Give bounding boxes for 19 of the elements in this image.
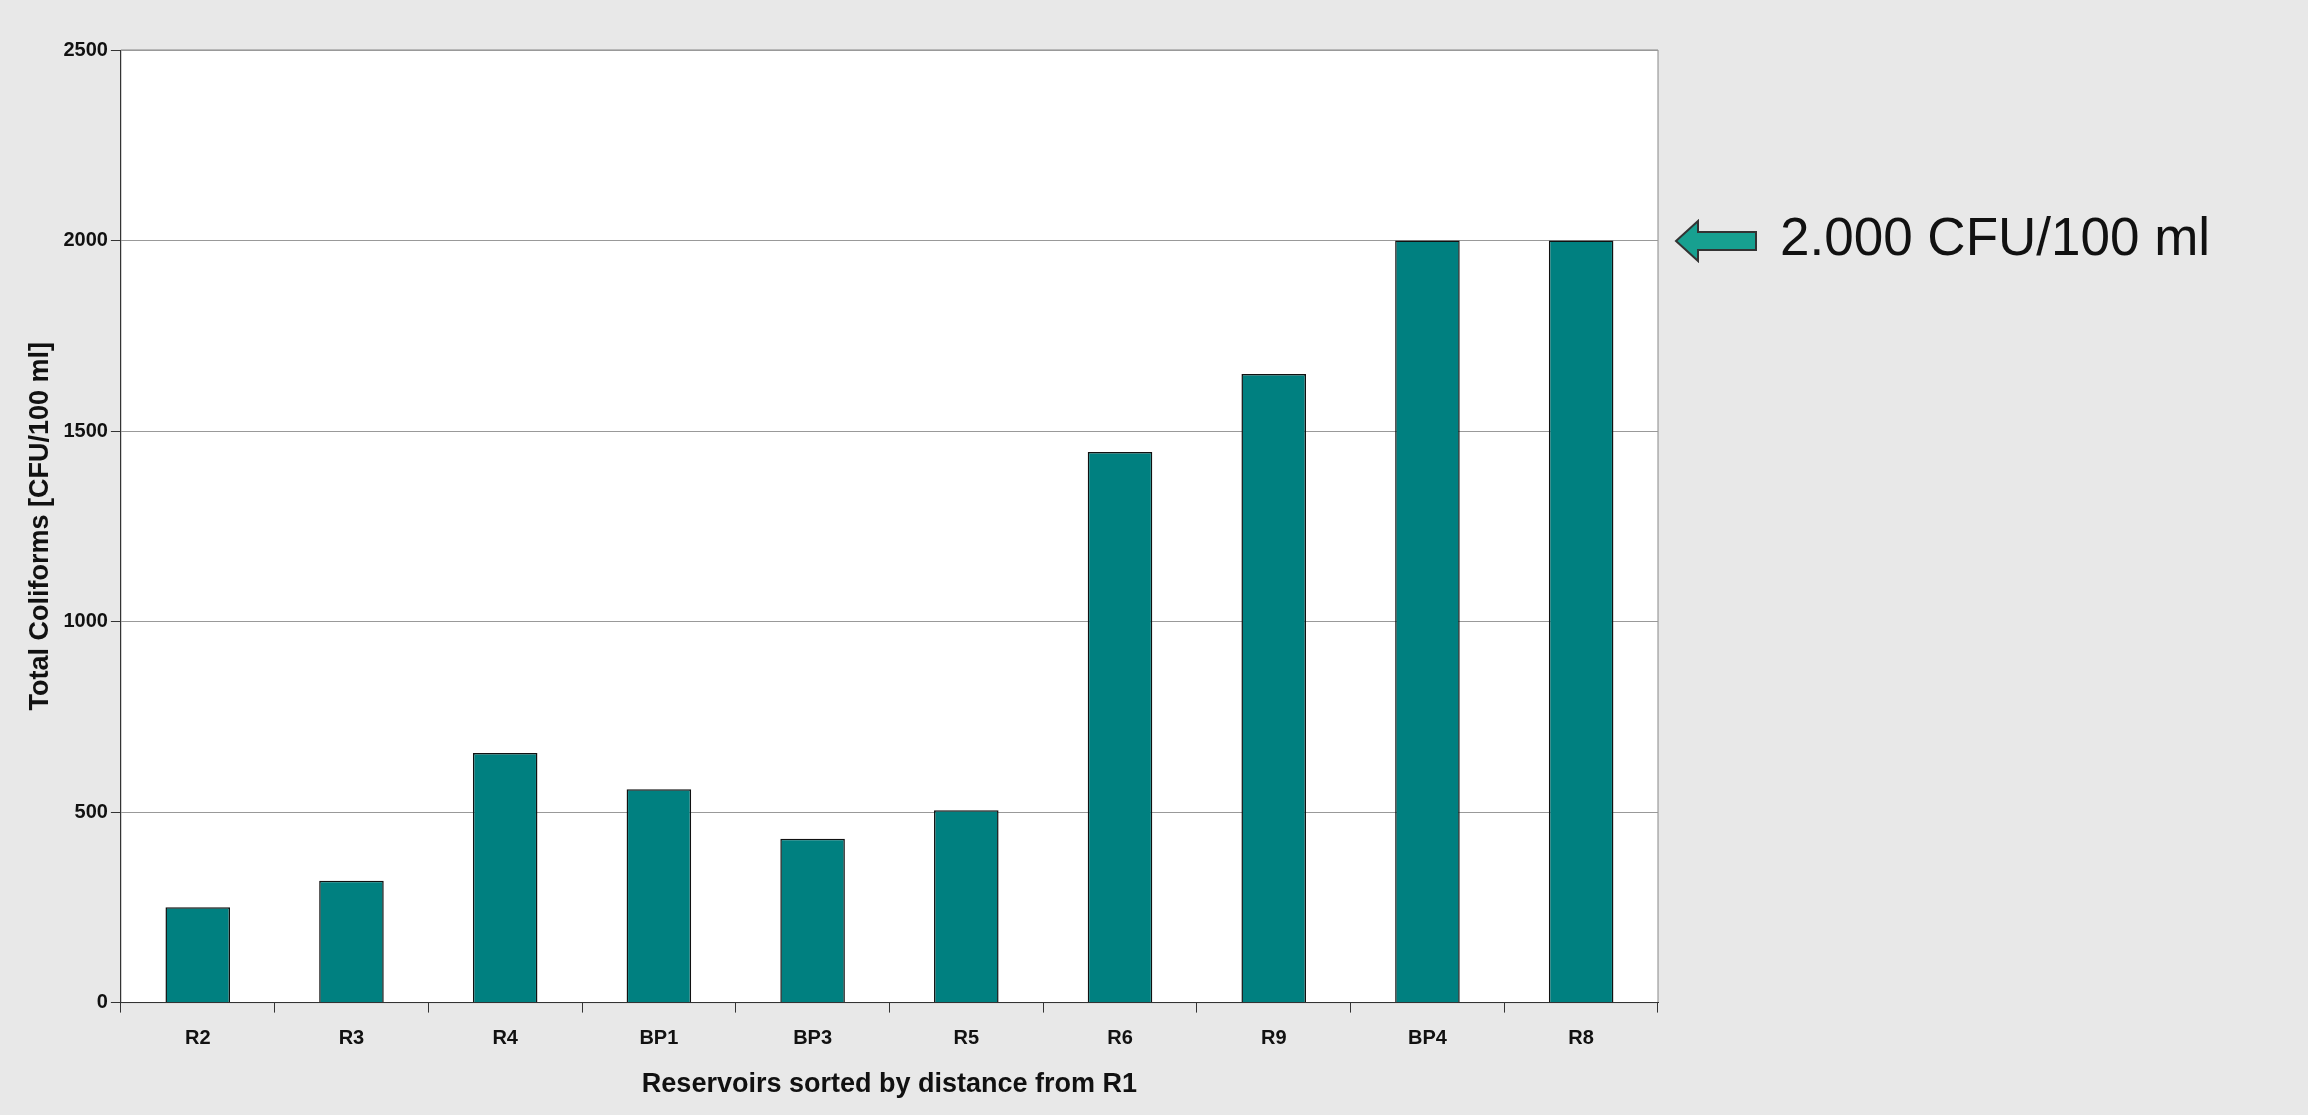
y-tick-label: 500 xyxy=(74,799,108,822)
x-tick-label: BP4 xyxy=(1407,1026,1448,1049)
x-tick-label: R8 xyxy=(1568,1026,1594,1049)
x-tick-label: R4 xyxy=(492,1026,519,1049)
text: 2.000 CFU/100 ml xyxy=(1780,207,2211,267)
x-tick-label: BP1 xyxy=(639,1026,679,1049)
y-tick-label: 2500 xyxy=(63,37,108,60)
x-tick-label: R5 xyxy=(953,1026,980,1049)
x-tick-label: BP3 xyxy=(793,1026,833,1049)
x-tick-label: R6 xyxy=(1107,1026,1133,1049)
x-tick-label: R9 xyxy=(1260,1026,1287,1049)
y-tick-label: 1500 xyxy=(63,418,108,441)
y-axis-title: Total Coliforms [CFU/100 ml] xyxy=(23,342,54,711)
x-tick-label: R3 xyxy=(338,1026,365,1049)
y-tick-label: 0 xyxy=(96,990,108,1013)
x-tick-label: R2 xyxy=(184,1026,211,1049)
y-tick-label: 1000 xyxy=(63,609,108,632)
x-axis-title: Reservoirs sorted by distance from R1 xyxy=(641,1068,1138,1099)
y-tick-label: 2000 xyxy=(63,228,108,251)
